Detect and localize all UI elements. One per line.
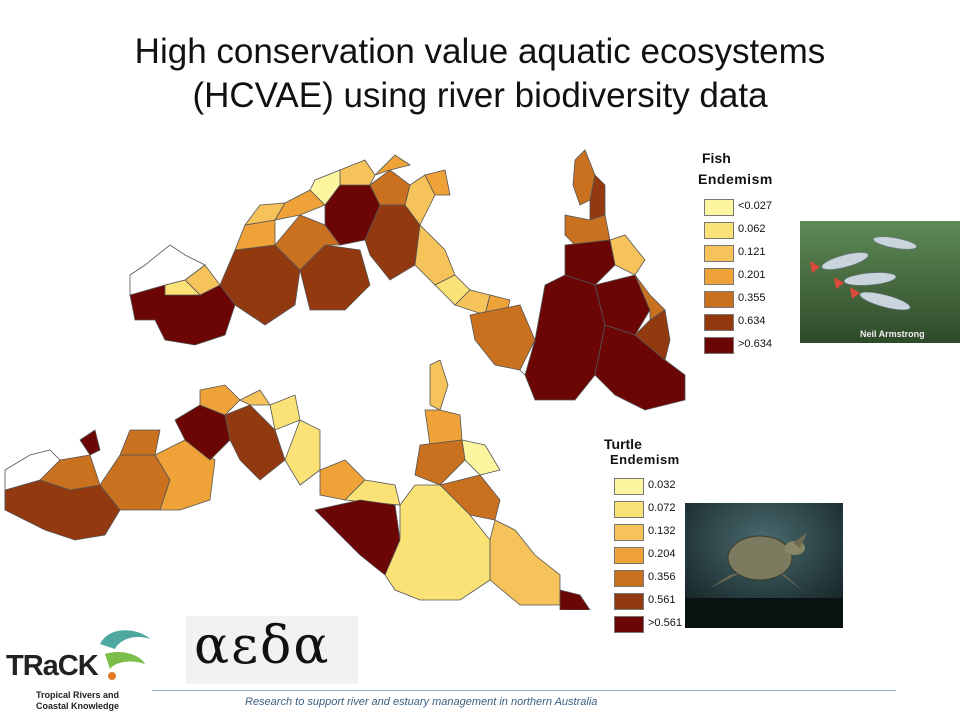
legend-swatch — [704, 268, 734, 285]
legend-item: >0.561 — [614, 616, 714, 639]
map-region — [424, 169, 451, 196]
fish-legend-title: Fish — [702, 150, 731, 166]
legend-label: 0.132 — [648, 525, 676, 537]
legend-swatch — [614, 547, 644, 564]
legend-swatch — [704, 245, 734, 262]
map-region — [384, 484, 491, 601]
track-subtitle-line-2: Coastal Knowledge — [36, 701, 120, 711]
map-region — [129, 244, 206, 296]
fish-legend-subtitle: Endemism — [698, 171, 773, 187]
title-line-2: (HCVAE) using river biodiversity data — [192, 76, 768, 115]
map-region — [339, 159, 376, 186]
fish-legend-items: <0.027 0.062 0.121 0.201 0.355 0.634 >0.… — [704, 199, 804, 360]
map-region — [634, 309, 671, 361]
footer-divider — [152, 690, 896, 691]
legend-item: 0.561 — [614, 593, 714, 616]
legend-item: 0.072 — [614, 501, 714, 524]
legend-swatch — [704, 222, 734, 239]
turtle-legend-items: 0.032 0.072 0.132 0.204 0.356 0.561 >0.5… — [614, 478, 714, 639]
legend-item: 0.634 — [704, 314, 804, 337]
legend-label: >0.634 — [738, 338, 772, 350]
legend-label: <0.027 — [738, 200, 772, 212]
map-region — [224, 404, 286, 481]
map-region — [404, 174, 436, 226]
map-region — [519, 339, 536, 376]
map-region — [414, 439, 466, 486]
legend-item: 0.204 — [614, 547, 714, 570]
legend-label: 0.062 — [738, 223, 766, 235]
legend-label: 0.072 — [648, 502, 676, 514]
legend-label: 0.356 — [648, 571, 676, 583]
track-logo: TRaCK Tropical Rivers and Coastal Knowle… — [0, 624, 160, 720]
map-region — [429, 360, 449, 411]
legend-label: 0.634 — [738, 315, 766, 327]
map-region — [79, 429, 101, 456]
aeda-logo: αεδα — [186, 616, 358, 684]
legend-item: 0.355 — [704, 291, 804, 314]
turtle-photo-image — [685, 503, 843, 628]
map-region — [234, 219, 276, 251]
map-region — [309, 169, 341, 206]
legend-label: 0.561 — [648, 594, 676, 606]
turtle-photo — [685, 503, 843, 628]
legend-swatch — [614, 478, 644, 495]
legend-item: 0.062 — [704, 222, 804, 245]
legend-item: 0.032 — [614, 478, 714, 501]
legend-swatch — [614, 570, 644, 587]
fish-endemism-map — [129, 149, 686, 411]
map-region — [489, 519, 561, 606]
legend-item: 0.201 — [704, 268, 804, 291]
legend-label: >0.561 — [648, 617, 682, 629]
map-region — [424, 409, 463, 446]
turtle-endemism-map — [4, 360, 591, 610]
track-wordmark: TRaCK — [6, 650, 99, 682]
map-region — [609, 234, 646, 276]
legend-swatch — [704, 199, 734, 216]
fish-photo-image — [800, 221, 960, 343]
legend-item: >0.634 — [704, 337, 804, 360]
legend-label: 0.032 — [648, 479, 676, 491]
map-region — [269, 394, 301, 431]
title-line-1: High conservation value aquatic ecosyste… — [134, 32, 826, 71]
photo-credit: Neil Armstrong — [860, 329, 925, 339]
fish-photo: Neil Armstrong — [800, 221, 960, 343]
legend-swatch — [704, 337, 734, 354]
map-region — [199, 384, 241, 416]
legend-item: 0.121 — [704, 245, 804, 268]
legend-swatch — [614, 593, 644, 610]
legend-swatch — [614, 616, 644, 633]
legend-label: 0.201 — [738, 269, 766, 281]
legend-label: 0.204 — [648, 548, 676, 560]
map-region — [119, 429, 161, 456]
map-region — [374, 154, 411, 176]
map-region — [594, 274, 651, 336]
legend-label: 0.121 — [738, 246, 766, 258]
legend-swatch — [704, 291, 734, 308]
legend-label: 0.355 — [738, 292, 766, 304]
track-subtitle-line-1: Tropical Rivers and — [36, 690, 120, 700]
map-region — [461, 439, 501, 476]
track-subtitle: Tropical Rivers and Coastal Knowledge — [36, 690, 119, 712]
legend-swatch — [614, 524, 644, 541]
footer-text: Research to support river and estuary ma… — [245, 696, 598, 708]
map-region — [284, 419, 321, 486]
legend-swatch — [704, 314, 734, 331]
map-region — [314, 499, 401, 576]
map-region — [414, 224, 456, 286]
map-region — [559, 589, 591, 610]
turtle-legend-title: Turtle — [604, 436, 642, 452]
track-logo-mark — [100, 630, 150, 680]
map-region — [239, 389, 271, 406]
turtle-legend-subtitle: Endemism — [610, 452, 680, 467]
legend-item: 0.132 — [614, 524, 714, 547]
slide-title: High conservation value aquatic ecosyste… — [20, 30, 940, 118]
legend-item: 0.356 — [614, 570, 714, 593]
legend-swatch — [614, 501, 644, 518]
map-region — [274, 189, 326, 221]
legend-item: <0.027 — [704, 199, 804, 222]
map-region — [4, 449, 61, 510]
aeda-wordmark: αεδα — [194, 616, 331, 676]
map-region — [564, 239, 616, 286]
